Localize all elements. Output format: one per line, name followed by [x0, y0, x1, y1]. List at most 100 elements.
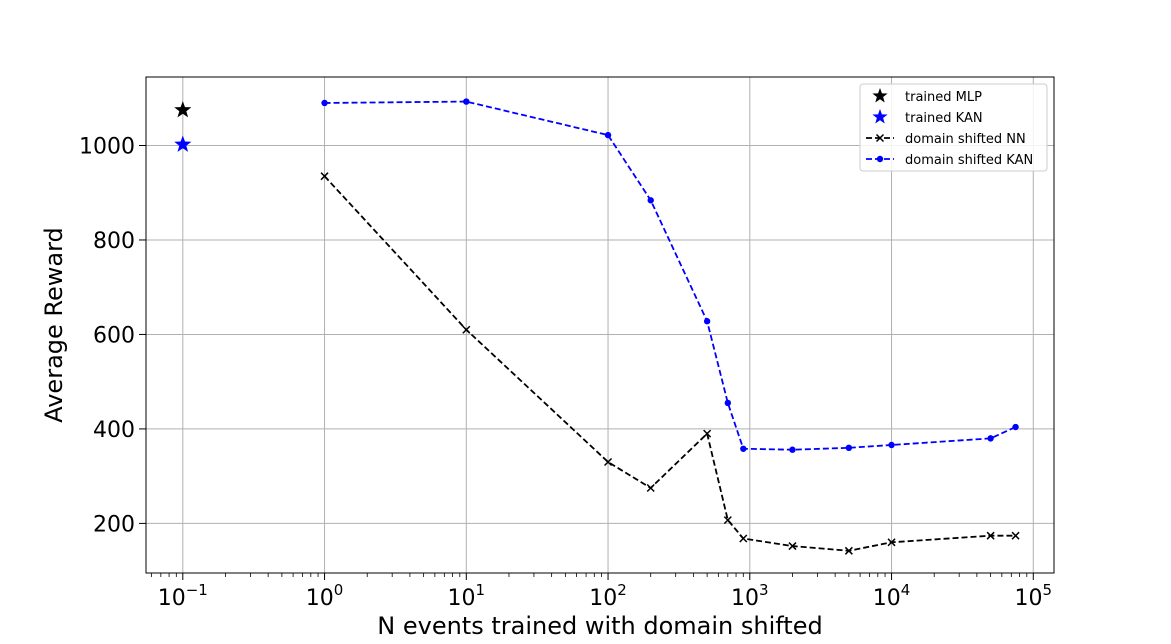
x-tick-base: 10 — [1015, 586, 1043, 611]
data-point — [845, 444, 853, 452]
series-domain-shifted-kan — [321, 98, 1019, 453]
x-tick-exponent: 4 — [901, 581, 911, 599]
data-point — [1011, 531, 1020, 540]
plot-frame — [145, 76, 1055, 574]
data-point — [723, 516, 732, 525]
data-point — [888, 441, 895, 449]
x-marker — [646, 483, 655, 493]
x-tick-base: 10 — [731, 586, 759, 611]
legend-entry: domain shifted KAN — [866, 153, 1033, 168]
x-tick-exponent: 0 — [334, 581, 344, 599]
data-point — [703, 318, 711, 325]
dot-marker — [740, 445, 747, 452]
dot-marker — [321, 99, 328, 107]
dot-marker — [604, 131, 612, 139]
series-domain-shifted-nn — [320, 172, 1020, 555]
x-marker — [1011, 531, 1020, 540]
dot-marker — [724, 399, 732, 407]
y-tick-label: 1000 — [79, 134, 135, 159]
legend-label: trained KAN — [905, 111, 983, 126]
dot-marker — [888, 441, 895, 449]
data-point — [646, 483, 655, 493]
legend-label: domain shifted NN — [905, 132, 1026, 147]
data-point — [463, 98, 470, 105]
x-marker — [462, 325, 471, 334]
dot-marker — [647, 197, 654, 204]
x-tick-label: 10−1 — [158, 581, 208, 611]
x-tick-label: 105 — [1015, 581, 1053, 611]
x-tick-exponent: 3 — [759, 581, 769, 599]
legend-entry: trained KAN — [872, 109, 983, 126]
data-point — [788, 542, 797, 551]
x-tick-base: 10 — [448, 586, 476, 611]
star-marker — [872, 109, 888, 124]
x-tick-base: 10 — [158, 586, 186, 611]
data-point — [740, 445, 747, 452]
x-tick-base: 10 — [589, 586, 617, 611]
series-trained-mlp — [174, 101, 192, 118]
x-tick-exponent: 2 — [617, 581, 627, 599]
legend-label: domain shifted KAN — [905, 153, 1033, 168]
dot-marker — [789, 446, 796, 453]
x-tick-label: 104 — [873, 581, 911, 611]
data-point — [986, 531, 995, 540]
legend-label: trained MLP — [905, 90, 982, 105]
data-point — [174, 101, 192, 118]
x-tick-exponent: 1 — [476, 581, 486, 599]
dot-marker — [987, 435, 994, 442]
y-axis-title: Average Reward — [40, 227, 68, 423]
x-marker — [887, 538, 896, 547]
x-marker — [320, 172, 329, 181]
x-marker — [844, 546, 853, 555]
data-point — [703, 429, 712, 438]
y-tick-label: 800 — [93, 229, 135, 254]
legend: trained MLP trained KAN domain shifted NN d… — [859, 83, 1048, 172]
x-tick-exponent: 5 — [1043, 581, 1053, 599]
legend-entry: domain shifted NN — [866, 132, 1026, 147]
legend-entry: trained MLP — [872, 88, 982, 105]
dot-marker — [845, 444, 853, 452]
x-tick-base: 10 — [306, 586, 334, 611]
y-tick-label: 200 — [93, 512, 135, 537]
dot-marker — [876, 155, 884, 163]
series-trained-kan — [174, 135, 192, 152]
data-point — [174, 135, 192, 152]
data-point — [739, 534, 748, 543]
y-tick-label: 600 — [93, 323, 135, 348]
x-tick-label: 103 — [731, 581, 769, 611]
data-point — [604, 457, 613, 467]
x-marker — [723, 516, 732, 525]
x-tick-exponent: −1 — [186, 581, 208, 599]
x-marker — [703, 429, 712, 438]
x-marker — [604, 457, 613, 467]
x-marker — [986, 531, 995, 540]
star-marker — [174, 101, 192, 118]
dot-marker — [463, 98, 470, 105]
dot-marker — [1012, 423, 1019, 431]
data-point — [462, 325, 471, 334]
series-layer — [174, 98, 1020, 555]
data-point — [1012, 423, 1019, 431]
x-tick-label: 101 — [448, 581, 486, 611]
dot-marker — [703, 318, 711, 325]
x-marker — [875, 133, 885, 143]
data-point — [887, 538, 896, 547]
star-marker — [872, 88, 888, 103]
data-point — [604, 131, 612, 139]
x-tick-label: 100 — [306, 581, 344, 611]
star-marker — [174, 135, 192, 152]
data-point — [789, 446, 796, 453]
y-tick-label: 400 — [93, 418, 135, 443]
data-point — [647, 197, 654, 204]
series-line — [324, 100, 1016, 451]
x-tick-base: 10 — [873, 586, 901, 611]
series-line — [323, 175, 1016, 552]
x-axis-title: N events trained with domain shifted — [377, 612, 822, 640]
legend-box — [859, 83, 1048, 172]
data-point — [987, 435, 994, 442]
x-marker — [788, 542, 797, 551]
data-point — [321, 99, 328, 107]
x-marker — [739, 534, 748, 543]
